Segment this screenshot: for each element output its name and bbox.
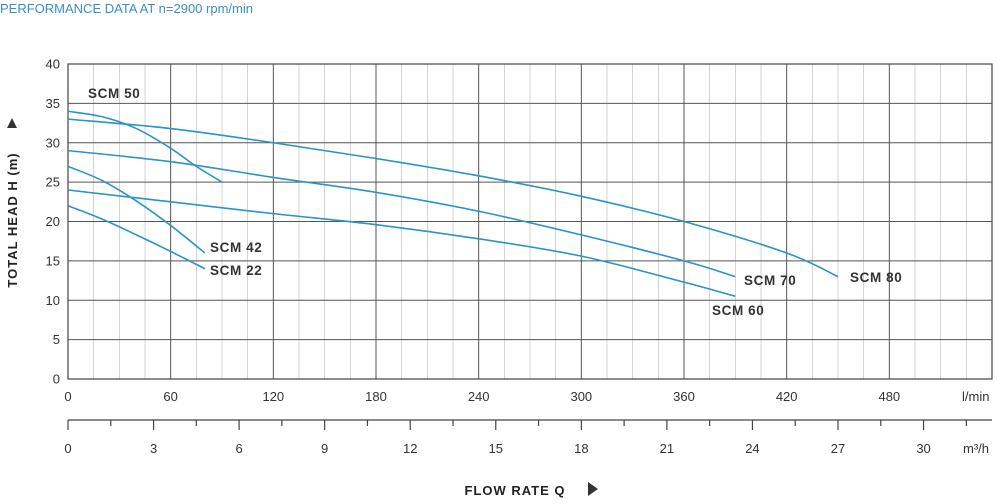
series-label-scm-80: SCM 80 <box>850 270 902 285</box>
x2-tick-label: 3 <box>150 441 157 456</box>
x2-tick-label: 24 <box>745 441 759 456</box>
y-tick-label: 35 <box>46 96 60 111</box>
chart-title: PERFORMANCE DATA AT n=2900 rpm/min <box>0 1 253 16</box>
x2-tick-label: 18 <box>574 441 588 456</box>
y-axis-arrow-icon <box>7 118 17 128</box>
x-tick-label: 420 <box>776 389 798 404</box>
series-label-scm-60: SCM 60 <box>712 303 764 318</box>
x2-tick-label: 6 <box>235 441 242 456</box>
x-tick-label: 240 <box>468 389 490 404</box>
x-axis-unit: l/min <box>962 389 989 404</box>
x2-tick-label: 9 <box>321 441 328 456</box>
x-tick-label: 300 <box>570 389 592 404</box>
y-tick-label: 15 <box>46 253 60 268</box>
x-tick-label: 480 <box>878 389 900 404</box>
y-axis-title-group: TOTAL HEAD H (m) <box>5 118 20 288</box>
plot-grid <box>67 63 993 380</box>
y-tick-label: 25 <box>46 175 60 190</box>
series-label-scm-70: SCM 70 <box>744 273 796 288</box>
x-tick-label: 0 <box>64 389 71 404</box>
y-tick-label: 10 <box>46 293 60 308</box>
x2-tick-label: 15 <box>489 441 503 456</box>
y-tick-label: 30 <box>46 135 60 150</box>
series-label-scm-50: SCM 50 <box>88 86 140 101</box>
x2-tick-label: 27 <box>831 441 845 456</box>
x2-tick-label: 0 <box>64 441 71 456</box>
y-axis-title: TOTAL HEAD H (m) <box>5 152 20 287</box>
series-labels: SCM 50 SCM 42 SCM 22 SCM 80 SCM 70 SCM 60 <box>88 86 902 318</box>
x2-tick-label: 21 <box>660 441 674 456</box>
y-tick-label: 0 <box>53 372 60 387</box>
x-tick-label: 180 <box>365 389 387 404</box>
performance-curves <box>67 110 839 298</box>
y-tick-label: 5 <box>53 332 60 347</box>
curve-scm-50 <box>67 110 223 183</box>
x-tick-label: 360 <box>673 389 695 404</box>
x-axis-arrow-icon <box>588 482 598 496</box>
x2-tick-label: 30 <box>916 441 930 456</box>
curve-scm-22 <box>67 205 206 270</box>
x2-axis-unit: m³/h <box>963 441 989 456</box>
plot-frame <box>67 63 993 380</box>
x2-tick-label: 12 <box>403 441 417 456</box>
x-tick-label: 120 <box>262 389 284 404</box>
y-axis-ticks: 0 5 10 15 20 25 30 35 40 <box>46 57 60 387</box>
x-axis-title: FLOW RATE Q <box>464 483 565 498</box>
y-tick-label: 20 <box>46 214 60 229</box>
curve-scm-80 <box>67 118 839 278</box>
y-tick-label: 40 <box>46 57 60 72</box>
secondary-x-axis: 0 3 6 9 12 15 18 21 24 27 30 <box>64 419 992 456</box>
x-axis-ticks: 0 60 120 180 240 300 360 420 480 <box>64 389 900 404</box>
curve-scm-42 <box>67 165 206 254</box>
x-tick-label: 60 <box>163 389 177 404</box>
series-label-scm-22: SCM 22 <box>210 263 262 278</box>
curve-scm-70 <box>67 149 736 278</box>
curve-scm-60 <box>67 189 736 298</box>
series-label-scm-42: SCM 42 <box>210 240 262 255</box>
